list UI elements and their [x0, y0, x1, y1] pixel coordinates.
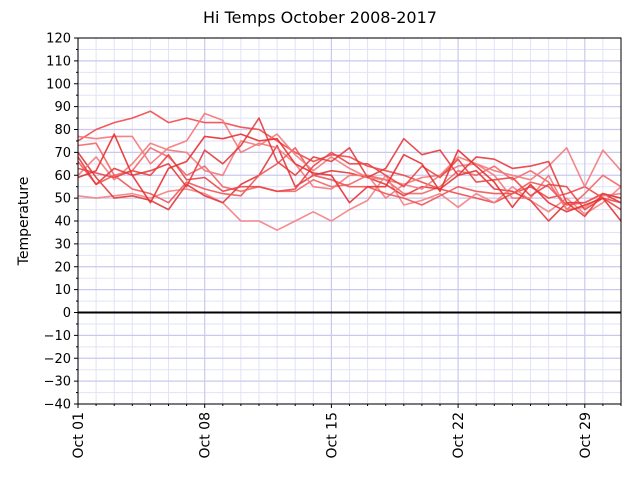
x-axis: Oct 01 Oct 08 Oct 15 Oct 22 Oct 29 — [71, 404, 622, 458]
x-tick-label: Oct 01 — [71, 412, 87, 458]
y-tick-label: 120 — [46, 32, 71, 47]
x-tick-label: Oct 15 — [324, 412, 340, 458]
series-line-5 — [77, 112, 622, 211]
series-line-9 — [77, 117, 622, 218]
y-tick-label: 100 — [46, 77, 71, 92]
y-tick-label: −30 — [44, 375, 71, 390]
y-tick-label: 80 — [54, 123, 71, 138]
x-tick-label: Oct 29 — [578, 412, 594, 458]
y-tick-label: 20 — [54, 260, 71, 275]
series-line-10 — [77, 133, 622, 222]
series-line-6 — [77, 147, 622, 206]
y-tick-label: 60 — [54, 169, 71, 184]
y-tick-label: 90 — [54, 100, 71, 115]
y-tick-label: −20 — [44, 352, 71, 367]
series-group — [77, 110, 622, 231]
y-tick-label: 30 — [54, 237, 71, 252]
y-tick-label: 110 — [46, 54, 71, 69]
y-tick-label: −40 — [44, 398, 71, 413]
y-tick-label: 70 — [54, 146, 71, 161]
y-tick-label: 50 — [54, 192, 71, 207]
y-tick-label: −10 — [44, 329, 71, 344]
series-line-4 — [77, 144, 622, 222]
series-line-7 — [77, 133, 622, 190]
series-line-1 — [77, 110, 622, 204]
y-tick-label: 10 — [54, 283, 71, 298]
y-tick-label: 40 — [54, 215, 71, 230]
chart-title: Hi Temps October 2008-2017 — [203, 8, 437, 27]
y-tick-label: 0 — [63, 306, 71, 321]
x-tick-label: Oct 22 — [451, 412, 467, 458]
y-axis: −40 −30 −20 −10 0 10 20 30 40 50 60 70 80 90 100 110 120 — [44, 32, 78, 413]
y-axis-label: Temperature — [16, 177, 32, 267]
x-tick-label: Oct 08 — [198, 412, 214, 458]
series-line-2 — [77, 142, 622, 211]
series-line-8 — [77, 151, 622, 211]
